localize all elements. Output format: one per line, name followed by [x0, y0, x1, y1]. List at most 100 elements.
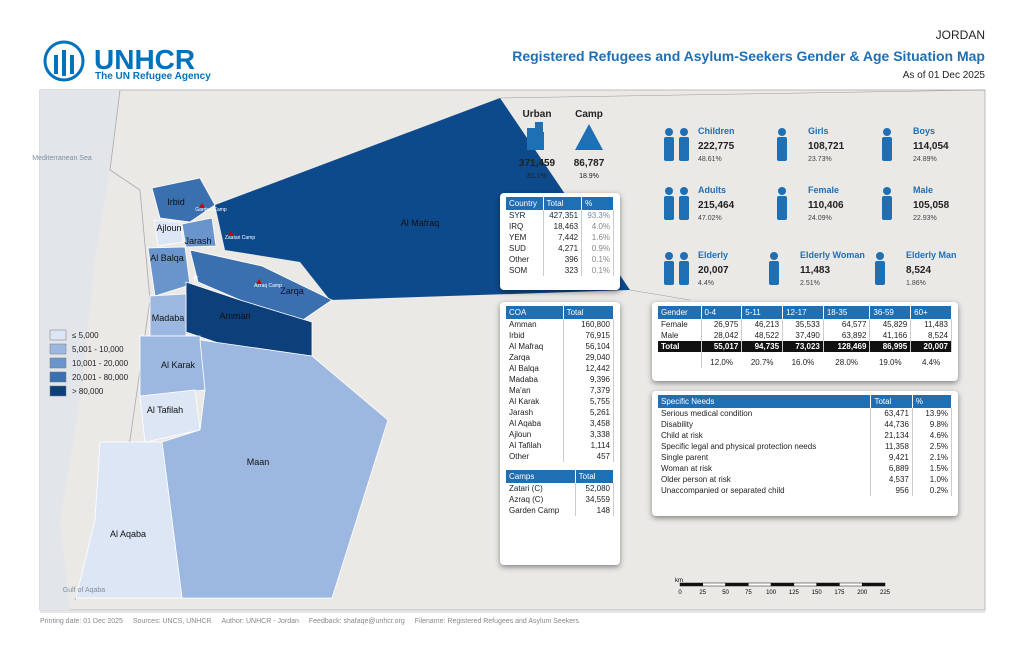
legend-swatch: [49, 343, 67, 355]
header-cell: Total: [870, 395, 913, 408]
table-cell: 18,463: [543, 221, 583, 232]
table-cell: 21,134: [870, 430, 913, 441]
table-cell: 20,007: [910, 341, 952, 352]
table-cell: Woman at risk: [658, 463, 872, 474]
camp-label: Zaatari Camp: [225, 235, 256, 241]
header-cell: %: [912, 395, 953, 408]
demo-card: Elderly Woman 11,483 2.51%: [762, 250, 872, 305]
table-cell: 6,889: [870, 463, 913, 474]
summary-pct: 81.1%: [527, 173, 547, 180]
header-cell: Total: [543, 197, 583, 210]
footer-text: Author: UNHCR - Jordan: [221, 618, 299, 625]
table: Camps Total Zatari (C) 52,080 Azraq (C) 34,55…: [506, 470, 615, 516]
table: Gender 0-4 5-11 12-17 18-35 36-59 60+ Female 26,…: [658, 306, 952, 368]
footer-text: Filename: Registered Refugees and Asylum…: [415, 618, 580, 625]
panel: Country Total% SYR 427,351 93.3% IRQ 18,463 4.0…: [500, 193, 620, 290]
person-icon: [769, 252, 779, 285]
table-cell: 457: [563, 451, 615, 462]
demo-card: Girls 108,721 23.73%: [770, 126, 880, 181]
region-label: Al Mafraq: [401, 218, 440, 228]
table-header: Country Total%: [506, 197, 614, 210]
table-cell: SOM: [506, 265, 544, 276]
region-label: Madaba: [152, 313, 185, 323]
person-icon: [882, 128, 892, 161]
demo-value: 114,054: [913, 141, 949, 152]
table-row: Serious medical condition 63,471 13.9%: [658, 408, 953, 419]
table-cell: 160,800: [563, 319, 615, 330]
demo-value: 110,406: [808, 200, 844, 211]
table-row: Disability 44,736 9.8%: [658, 419, 953, 430]
header-cell: 12-17: [782, 306, 824, 319]
table-cell: 128,469: [823, 341, 871, 352]
scale-seg: [816, 582, 840, 587]
sea: [40, 90, 120, 610]
scale-tick: 25: [699, 590, 706, 596]
demo-pct: 1.86%: [906, 280, 926, 287]
scale-seg: [770, 582, 795, 587]
table-row: Azraq (C) 34,559: [506, 494, 615, 505]
table-cell: 94,735: [741, 341, 784, 352]
table-cell: 8,524: [910, 330, 952, 341]
scale-tick: 175: [834, 590, 845, 596]
table-cell: Child at risk: [658, 430, 872, 441]
table-row: Specific legal and physical protection n…: [658, 441, 953, 452]
demo-label: Female: [808, 185, 840, 195]
table-cell: Female: [658, 319, 702, 330]
demo-label: Boys: [913, 126, 936, 136]
panel: Gender 0-4 5-11 12-17 18-35 36-59 60+ Female 26,…: [652, 302, 958, 381]
table-row: Single parent 9,421 2.1%: [658, 452, 953, 463]
table-cell: 0.9%: [581, 243, 614, 254]
table-cell: 427,351: [543, 210, 583, 221]
header-cell: Country: [506, 197, 544, 210]
table-cell: IRQ: [506, 221, 544, 232]
table-cell: 1.5%: [912, 463, 953, 474]
person-icon: [777, 187, 787, 220]
legend-label: ≤ 5,000: [72, 331, 99, 340]
legend-swatch: [49, 329, 67, 341]
table-cell: Serious medical condition: [658, 408, 872, 419]
demo-card: Elderly 20,007 4.4%: [660, 250, 770, 305]
table-cell: 4,537: [870, 474, 913, 485]
table-cell: Ma'an: [506, 385, 564, 396]
header-cell: Camps: [506, 470, 576, 483]
scale-seg: [679, 582, 704, 587]
demo-card: Boys 114,054 24.89%: [875, 126, 985, 181]
scale-seg: [702, 582, 726, 587]
region: [75, 441, 183, 599]
scale-tick: 125: [789, 590, 800, 596]
table-cell: Total: [658, 341, 702, 352]
panel: Specific Needs Total% Serious medical cond…: [652, 391, 958, 516]
table-cell: 28,042: [701, 330, 743, 341]
table-row: Madaba 9,396: [506, 374, 615, 385]
pct-cell: 12.0%: [710, 358, 733, 367]
table-cell: Madaba: [506, 374, 564, 385]
legend-swatch: [49, 357, 67, 369]
table-cell: 1.6%: [581, 232, 614, 243]
table-cell: Al Balqa: [506, 363, 564, 374]
pct-cell: 20.7%: [750, 358, 774, 367]
sea-label: Mediterranean Sea: [32, 155, 92, 162]
header-cell: Gender: [658, 306, 702, 319]
table-cell: 5,755: [563, 396, 615, 407]
table-cell: 12,442: [563, 363, 615, 374]
legend-swatch: [49, 385, 67, 397]
table-cell: 44,736: [870, 419, 913, 430]
region: [181, 217, 217, 248]
demo-pct: 24.09%: [808, 215, 832, 222]
table-cell: 1,114: [563, 440, 615, 451]
table-row: Garden Camp 148: [506, 505, 615, 516]
demo-pct: 22.93%: [913, 215, 937, 222]
table-row: Older person at risk 4,537 1.0%: [658, 474, 953, 485]
table-cell: 7,379: [563, 385, 615, 396]
table-cell: 0.1%: [581, 254, 614, 265]
demo-pct: 24.89%: [913, 156, 937, 163]
table-cell: Azraq (C): [506, 494, 576, 505]
table-row: Al Tafilah 1,114: [506, 440, 615, 451]
header-cell: COA: [506, 306, 564, 319]
camp-label: Azraq Camp: [254, 283, 282, 289]
table-row: Al Karak 5,755: [506, 396, 615, 407]
region-label: Amman: [219, 311, 250, 321]
table-cell: 48,522: [741, 330, 784, 341]
table-header: Gender 0-4 5-11 12-17 18-35 36-59 60+: [658, 306, 952, 319]
summary-value: 371,459: [519, 158, 556, 169]
